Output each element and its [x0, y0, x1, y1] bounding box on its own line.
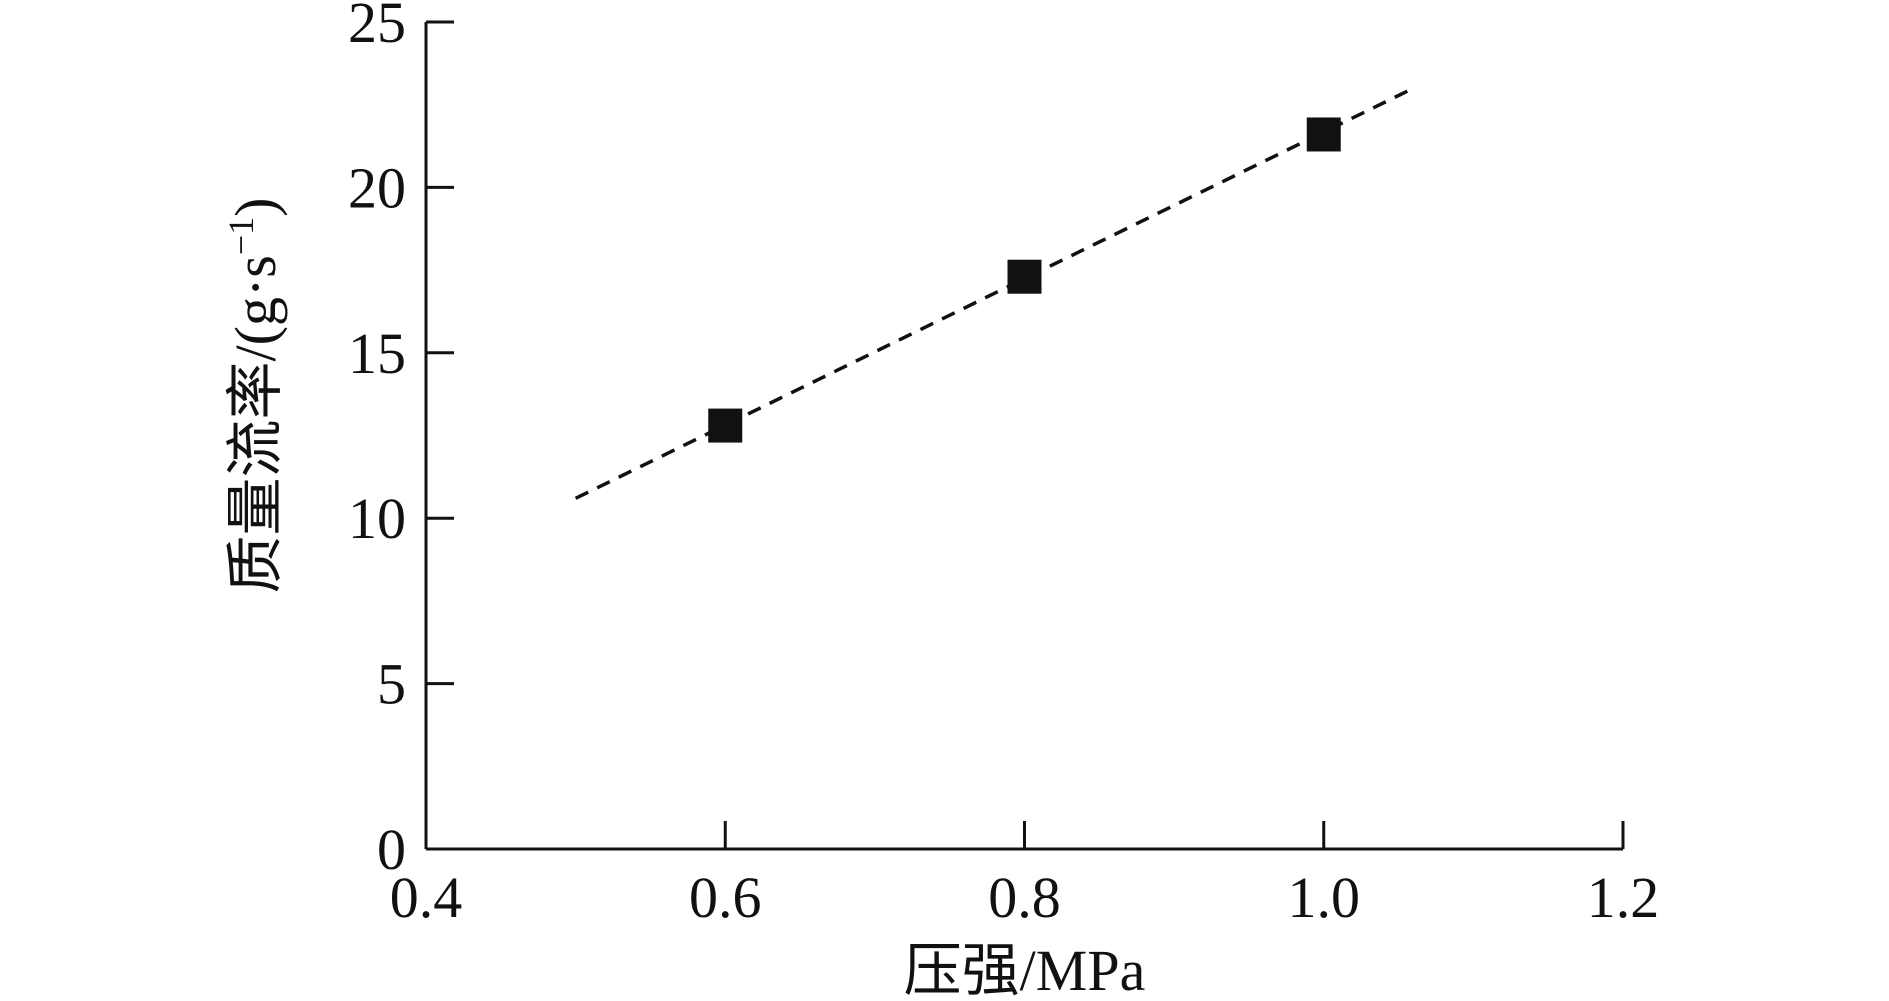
data-points	[708, 117, 1341, 443]
x-tick-label: 0.6	[689, 865, 762, 930]
axis-labels: 压强/MPa 质量流率/(g·s−1)	[221, 198, 1145, 1001]
y-tick-label: 10	[348, 486, 406, 551]
y-tick-label: 5	[377, 652, 406, 717]
x-tick-label: 1.0	[1288, 865, 1361, 930]
fit-line-group	[574, 86, 1415, 500]
y-tick-label: 20	[348, 155, 406, 220]
x-tick-label: 0.4	[390, 865, 463, 930]
y-tick-label: 0	[377, 817, 406, 882]
x-tick-label: 0.8	[988, 865, 1061, 930]
axes	[424, 22, 1623, 851]
ticks: 0.4 0.6 0.8 1.0 1.2 0 5 10 15 20 25	[348, 0, 1659, 930]
y-tick-label: 15	[348, 321, 406, 386]
y-axis-label-superscript: −1	[221, 217, 261, 255]
data-point	[1306, 117, 1341, 152]
y-tick-label: 25	[348, 0, 406, 55]
data-point	[1007, 259, 1042, 294]
y-axis-label-close: )	[223, 198, 288, 217]
trend-line	[574, 86, 1415, 500]
y-axis-label: 质量流率/(g·s−1)	[221, 198, 288, 594]
y-axis-label-main: 质量流率/(g·s	[223, 255, 288, 593]
data-point	[708, 408, 743, 443]
x-tick-label: 1.2	[1587, 865, 1660, 930]
x-axis-label: 压强/MPa	[904, 938, 1146, 1001]
